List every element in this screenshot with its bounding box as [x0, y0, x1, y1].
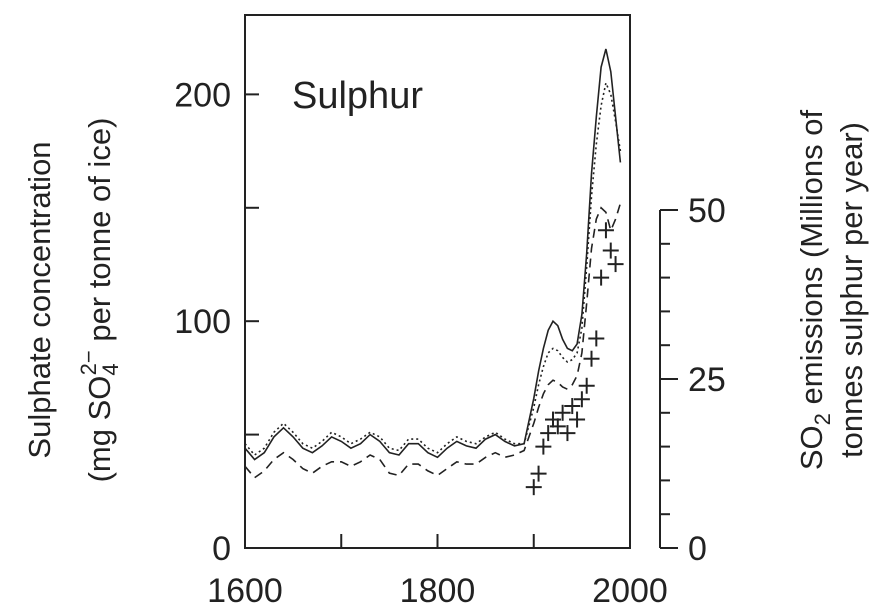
y-left-tick-label: 0: [212, 530, 231, 568]
left-axis-title-line2-suffix: per tonne of ice): [82, 118, 117, 351]
emissions-point: [525, 479, 542, 496]
left-axis-title-line1: Sulphate concentration: [22, 141, 57, 458]
x-tick-label: 1600: [207, 572, 283, 608]
emissions-point: [540, 425, 557, 442]
series-line-dotted: [244, 80, 622, 457]
emissions-point: [559, 425, 576, 442]
right-axis-title-line1-prefix: SO: [794, 425, 829, 470]
x-tick-label: 2000: [592, 572, 668, 608]
emissions-point: [549, 418, 566, 435]
right-axis-title-line1-suffix: emissions (Millions of: [794, 110, 829, 414]
y-right-tick-label: 0: [688, 530, 707, 568]
emissions-point: [554, 404, 571, 421]
emissions-point: [578, 377, 595, 394]
chart-title: Sulphur: [292, 75, 423, 117]
left-axis-title-line2-prefix: (mg SO: [82, 376, 117, 483]
right-axis-title: SO2 emissions (Millions of tonnes sulphu…: [794, 110, 869, 471]
x-tick-label: 1800: [400, 572, 476, 608]
left-axis-title-line2: (mg SO42− per tonne of ice): [76, 118, 123, 483]
y-right-tick-label: 25: [688, 361, 726, 399]
left-axis-title-line2-subscript: 4: [98, 363, 123, 375]
y-left-tick-label: 200: [174, 76, 231, 114]
emissions-point: [573, 391, 590, 408]
emissions-point: [530, 465, 547, 482]
emissions-point: [607, 256, 624, 273]
series-group: [244, 48, 622, 479]
emissions-point: [569, 411, 586, 428]
right-axis-title-line2: tonnes sulphur per year): [834, 122, 869, 458]
emissions-point: [588, 330, 605, 347]
emissions-point: [564, 398, 581, 415]
y-right-tick-label: 50: [688, 192, 726, 230]
y-left-tick-label: 100: [174, 303, 231, 341]
right-axis-title-line1: SO2 emissions (Millions of: [794, 110, 835, 471]
emissions-point: [602, 242, 619, 259]
emissions-point: [535, 438, 552, 455]
left-axis-title: Sulphate concentration (mg SO42− per ton…: [22, 118, 123, 483]
emissions-point: [597, 222, 614, 239]
emissions-point: [583, 350, 600, 367]
left-axis-title-line2-superscript: 2−: [76, 350, 101, 375]
right-axis-title-line1-subscript: 2: [810, 413, 835, 425]
series-line-dashed: [244, 203, 622, 479]
emissions-markers: [525, 222, 624, 496]
series-line-solid: [244, 48, 622, 461]
emissions-point: [593, 269, 610, 286]
